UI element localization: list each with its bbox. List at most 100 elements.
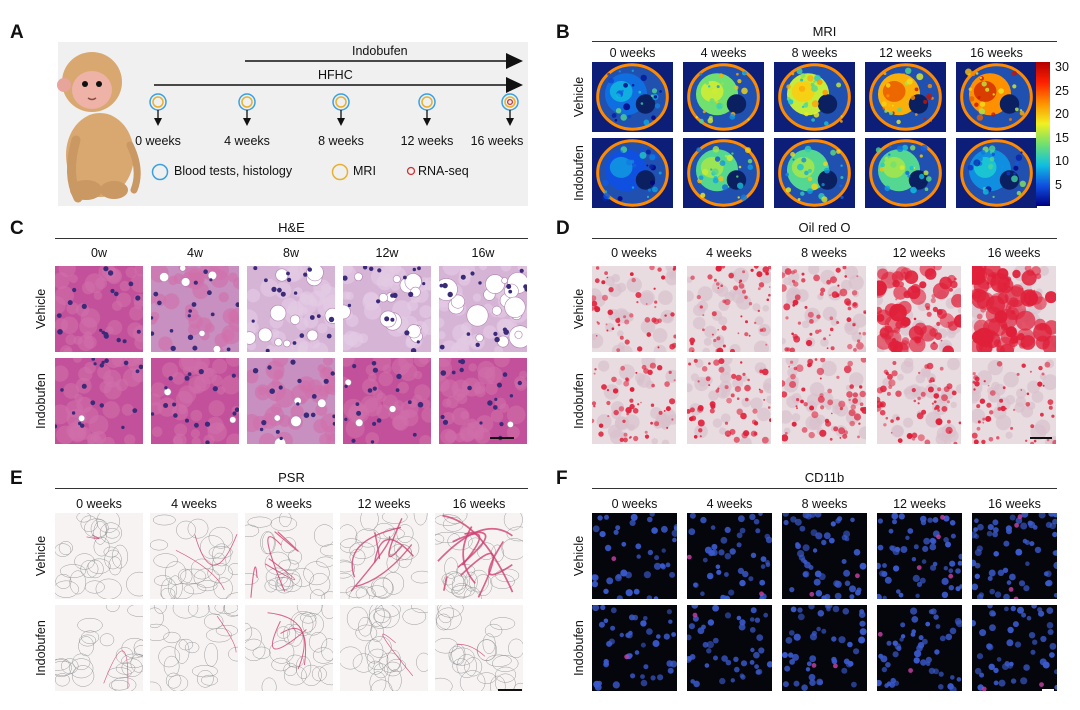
colorbar-tick-label: 20 bbox=[1055, 107, 1069, 121]
panel-f-title: CD11b bbox=[804, 470, 845, 485]
timepoint-marker bbox=[332, 93, 350, 126]
column-label: 12w bbox=[375, 246, 399, 260]
column-label: 0 weeks bbox=[609, 46, 656, 60]
column-label: 8 weeks bbox=[266, 497, 312, 511]
timepoint-label: 0 weeks bbox=[135, 134, 181, 148]
column-label: 8 weeks bbox=[791, 46, 838, 60]
micrograph-tile bbox=[592, 138, 673, 208]
colorbar-tick-label: 5 bbox=[1055, 177, 1062, 192]
panel-label-c: C bbox=[10, 218, 24, 239]
column-label: 12 weeks bbox=[879, 46, 932, 60]
micrograph-tile bbox=[247, 358, 335, 444]
column-label: 0 weeks bbox=[76, 497, 122, 511]
column-label: 16 weeks bbox=[970, 46, 1023, 60]
scale-bar bbox=[490, 437, 514, 439]
column-label: 16w bbox=[471, 246, 495, 260]
monkey-illustration bbox=[57, 52, 141, 203]
micrograph-tile bbox=[343, 266, 431, 352]
timepoint-label: 16 weeks bbox=[470, 134, 524, 148]
micrograph-tile bbox=[972, 358, 1056, 444]
micrograph-tile bbox=[55, 513, 143, 599]
row-label: Indobufen bbox=[572, 145, 586, 201]
micrograph-tile bbox=[972, 605, 1057, 691]
panel-c-rule bbox=[55, 238, 528, 239]
column-label: 4 weeks bbox=[700, 46, 747, 60]
micrograph-tile bbox=[683, 138, 764, 208]
micrograph-tile bbox=[340, 513, 428, 599]
timepoint-markers bbox=[149, 93, 519, 126]
micrograph-tile bbox=[687, 513, 772, 599]
micrograph-tile bbox=[150, 605, 238, 691]
legend-blood-tests: Blood tests, histology bbox=[174, 164, 293, 178]
micrograph-tile bbox=[151, 266, 239, 352]
micrograph-tile bbox=[972, 266, 1056, 352]
micrograph-tile bbox=[592, 266, 676, 352]
row-label: Vehicle bbox=[572, 76, 586, 118]
timepoint-label: 8 weeks bbox=[318, 134, 364, 148]
micrograph-tile bbox=[782, 266, 866, 352]
legend-mri: MRI bbox=[353, 164, 376, 178]
timepoint-marker bbox=[418, 93, 436, 126]
column-label: 4w bbox=[187, 246, 203, 260]
timepoint-marker bbox=[501, 93, 519, 126]
micrograph-tile bbox=[956, 62, 1037, 132]
panel-label-f: F bbox=[556, 468, 568, 489]
timepoint-label: 4 weeks bbox=[224, 134, 270, 148]
micrograph-tile bbox=[877, 605, 962, 691]
column-label: 0w bbox=[91, 246, 107, 260]
column-label: 12 weeks bbox=[893, 497, 946, 511]
micrograph-tile bbox=[592, 62, 673, 132]
column-label: 0 weeks bbox=[611, 497, 658, 511]
row-label: Vehicle bbox=[572, 288, 586, 330]
micrograph-tile bbox=[151, 358, 239, 444]
micrograph-tile bbox=[972, 513, 1057, 599]
micrograph-tile bbox=[782, 513, 867, 599]
scale-bar bbox=[498, 689, 522, 691]
micrograph-tile bbox=[687, 266, 771, 352]
micrograph-tile bbox=[865, 138, 946, 208]
micrograph-tile bbox=[340, 605, 428, 691]
panel-c-title: H&E bbox=[278, 220, 305, 235]
column-label: 4 weeks bbox=[706, 497, 753, 511]
micrograph-tile bbox=[435, 605, 523, 691]
hfhc-arrow-label: HFHC bbox=[318, 68, 353, 82]
micrograph-tile bbox=[592, 358, 676, 444]
micrograph-tile bbox=[439, 358, 527, 444]
treatment-arrows bbox=[154, 53, 523, 93]
panel-d-title: Oil red O bbox=[798, 220, 851, 235]
micrograph-tile bbox=[592, 513, 677, 599]
timepoint-marker bbox=[238, 93, 256, 126]
column-label: 8 weeks bbox=[801, 246, 847, 260]
micrograph-tile bbox=[435, 513, 523, 599]
micrograph-tile bbox=[865, 62, 946, 132]
timepoint-label: 12 weeks bbox=[400, 134, 454, 148]
row-label: Vehicle bbox=[34, 288, 48, 330]
panel-label-d: D bbox=[556, 218, 570, 239]
micrograph-tile bbox=[687, 605, 772, 691]
row-label: Vehicle bbox=[34, 535, 48, 577]
panel-d-rule bbox=[592, 238, 1057, 239]
column-label: 4 weeks bbox=[706, 246, 752, 260]
micrograph-tile bbox=[782, 358, 866, 444]
micrograph-tile bbox=[774, 62, 855, 132]
panel-f-rule bbox=[592, 488, 1057, 489]
blood-tests-legend-icon bbox=[151, 163, 169, 181]
panel-label-b: B bbox=[556, 22, 570, 43]
micrograph-tile bbox=[245, 513, 333, 599]
rna-seq-legend-icon bbox=[406, 166, 416, 176]
row-label: Indobufen bbox=[34, 373, 48, 429]
micrograph-tile bbox=[245, 605, 333, 691]
legend-rna-seq: RNA-seq bbox=[418, 164, 469, 178]
row-label: Indobufen bbox=[572, 373, 586, 429]
scale-bar bbox=[1042, 689, 1054, 691]
micrograph-tile bbox=[877, 266, 961, 352]
micrograph-tile bbox=[247, 266, 335, 352]
micrograph-tile bbox=[877, 358, 961, 444]
mri-colorbar bbox=[1036, 62, 1050, 206]
micrograph-tile bbox=[683, 62, 764, 132]
column-label: 16 weeks bbox=[987, 246, 1041, 260]
micrograph-tile bbox=[55, 266, 143, 352]
micrograph-tile bbox=[592, 605, 677, 691]
micrograph-tile bbox=[150, 513, 238, 599]
micrograph-tile bbox=[439, 266, 527, 352]
